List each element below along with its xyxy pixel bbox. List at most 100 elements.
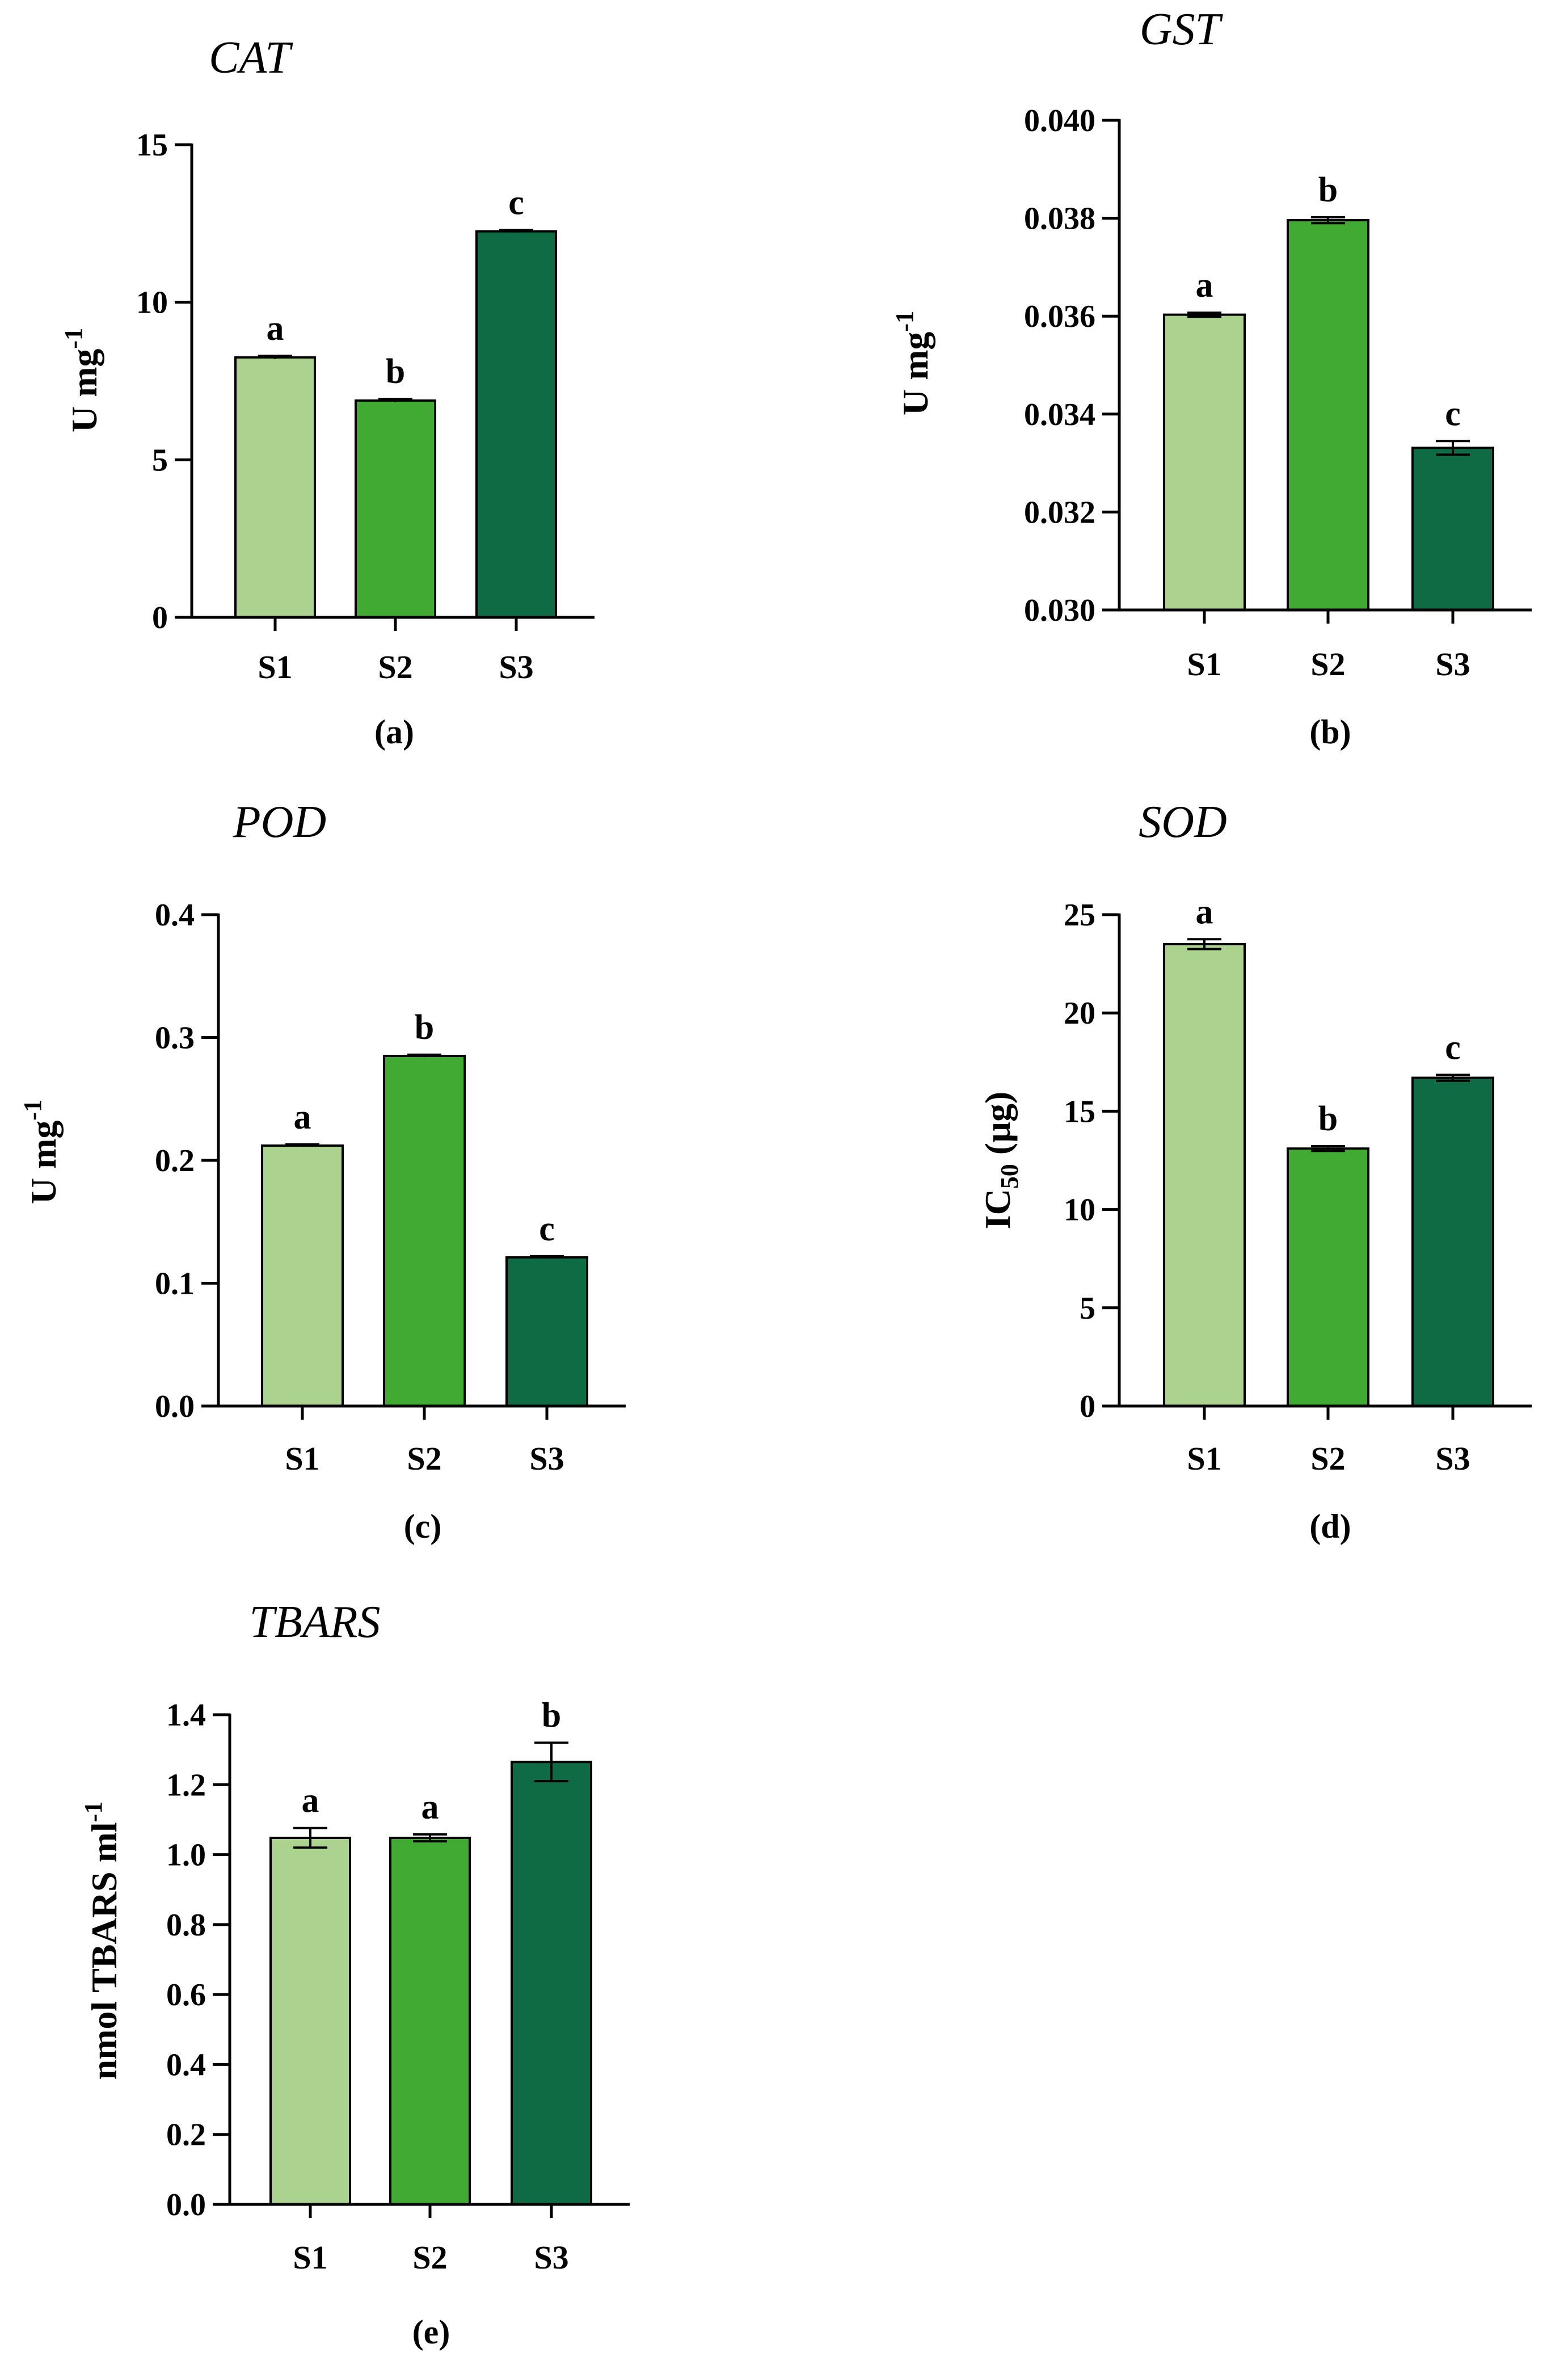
significance-letter: c (1445, 1028, 1461, 1067)
significance-letter: b (542, 1696, 561, 1735)
y-axis-label-text: IC (977, 1189, 1018, 1229)
significance-letter: c (539, 1210, 555, 1248)
bar-s2 (1287, 219, 1369, 611)
y-axis-label: IC50 (µg) (977, 1092, 1023, 1230)
y-tick-label: 25 (1064, 898, 1095, 933)
x-tick-label: S2 (378, 649, 412, 685)
x-tick-label: S2 (1310, 646, 1345, 683)
chart-title: CAT (209, 33, 293, 83)
chart-gst: GST a S1 b S2 c S3 0.030 0.032 0.034 0.036 0.038 0.0… (891, 5, 1532, 751)
y-axis-label-superscript: -1 (891, 311, 918, 332)
y-tick-label: 15 (136, 128, 168, 163)
x-tick-label: S1 (1187, 646, 1221, 683)
significance-letter: b (1318, 1100, 1338, 1138)
y-tick-label: 0.2 (166, 2118, 206, 2153)
x-tick-label: S1 (293, 2239, 327, 2276)
x-tick-label: S1 (1187, 1440, 1221, 1477)
bar-s3 (505, 1256, 588, 1407)
significance-letter: a (1196, 893, 1213, 931)
significance-letter: a (294, 1098, 311, 1137)
x-tick-label: S3 (499, 649, 533, 685)
x-tick-label: S3 (529, 1440, 564, 1477)
y-tick-label: 0.036 (1024, 299, 1095, 334)
y-tick-label: 0.8 (166, 1908, 206, 1943)
significance-letter: a (421, 1788, 439, 1826)
y-tick-label: 0.030 (1024, 593, 1095, 628)
y-axis-label-superscript: -1 (60, 328, 87, 349)
significance-letter: a (302, 1782, 319, 1820)
y-tick-label: 0.034 (1024, 397, 1095, 432)
significance-letter: b (386, 352, 405, 391)
chart-title: TBARS (249, 1597, 380, 1647)
significance-letter: b (1318, 171, 1338, 209)
x-tick-label: S2 (1310, 1440, 1345, 1477)
bar-s2 (1287, 1147, 1369, 1407)
significance-letter: a (267, 309, 284, 348)
y-tick-label: 0 (1080, 1389, 1095, 1424)
chart-title: POD (233, 797, 326, 847)
y-tick-label: 1.0 (166, 1838, 206, 1873)
chart-title: GST (1140, 5, 1224, 54)
y-axis-label-text: U mg (64, 349, 104, 433)
chart-sod: SOD a S1 b S2 c S3 0 5 10 15 20 25 IC50 (µg) (d) (977, 797, 1532, 1545)
panel-label: (e) (412, 2313, 450, 2351)
bar-s1 (1163, 942, 1246, 1407)
y-axis-label-text: U mg (895, 332, 935, 416)
y-tick-label: 0.4 (155, 898, 195, 933)
y-axis-label-superscript: -1 (79, 1802, 107, 1823)
panel-label: (c) (404, 1508, 442, 1545)
panel-label: (a) (374, 713, 414, 751)
bar-s1 (1163, 313, 1246, 611)
y-tick-label: 0.038 (1024, 201, 1095, 237)
y-tick-label: 1.4 (166, 1698, 206, 1733)
x-tick-label: S2 (407, 1440, 441, 1477)
y-tick-label: 0.032 (1024, 495, 1095, 530)
y-tick-label: 0 (152, 600, 168, 636)
y-axis-label-subscript: 50 (996, 1164, 1023, 1189)
bar-s2 (383, 1054, 466, 1407)
y-tick-label: 0.4 (166, 2047, 206, 2082)
x-tick-label: S3 (1435, 1440, 1470, 1477)
y-axis-label: U mg-1 (891, 311, 935, 415)
y-tick-label: 15 (1064, 1094, 1095, 1129)
significance-letter: b (415, 1008, 434, 1047)
panel-label: (b) (1309, 713, 1351, 751)
bar-s3 (1411, 447, 1494, 611)
x-tick-label: S1 (285, 1440, 319, 1477)
significance-letter: c (508, 183, 524, 222)
significance-letter: c (1445, 394, 1461, 433)
y-axis-label-text: U mg (23, 1121, 64, 1205)
y-axis-label: nmol TBARS ml-1 (79, 1802, 124, 2080)
bar-s1 (269, 1836, 351, 2206)
y-axis-label-unit: (µg) (977, 1092, 1018, 1164)
y-tick-label: 0.2 (155, 1143, 195, 1179)
y-tick-label: 5 (1080, 1291, 1095, 1326)
y-tick-label: 0.0 (155, 1389, 195, 1424)
bar-s1 (261, 1144, 344, 1408)
chart-title: SOD (1139, 797, 1227, 847)
panel-label: (d) (1309, 1508, 1351, 1545)
chart-cat: CAT a S1 b S2 c S3 0 5 10 15 U mg-1 (a) (60, 33, 595, 751)
y-axis-label: U mg-1 (19, 1100, 64, 1204)
y-tick-label: 0.3 (155, 1021, 195, 1056)
x-tick-label: S3 (1435, 646, 1470, 683)
x-tick-label: S3 (534, 2239, 568, 2276)
y-tick-label: 0.6 (166, 1977, 206, 2013)
y-tick-label: 0.040 (1024, 103, 1095, 138)
chart-tbars: TBARS a S1 a S2 b S3 0.0 0.2 0.4 0.6 0.8 1.0 1.2 1.4 nm… (79, 1597, 630, 2351)
y-axis-label-superscript: -1 (19, 1100, 47, 1121)
bar-s2 (355, 399, 436, 618)
significance-letter: a (1196, 266, 1213, 305)
y-tick-label: 20 (1064, 996, 1095, 1031)
y-axis-label-text: nmol TBARS ml (84, 1822, 124, 2080)
y-tick-label: 0.0 (166, 2187, 206, 2223)
chart-pod: POD a S1 b S2 c S3 0.0 0.1 0.2 0.3 0.4 U mg-1 (c) (19, 797, 626, 1545)
y-axis-label: U mg-1 (60, 328, 104, 432)
y-tick-label: 10 (136, 285, 168, 321)
bar-s3 (1411, 1076, 1494, 1407)
y-tick-label: 5 (152, 443, 168, 478)
y-tick-label: 10 (1064, 1193, 1095, 1228)
x-tick-label: S1 (258, 649, 292, 685)
bar-s2 (389, 1836, 471, 2206)
